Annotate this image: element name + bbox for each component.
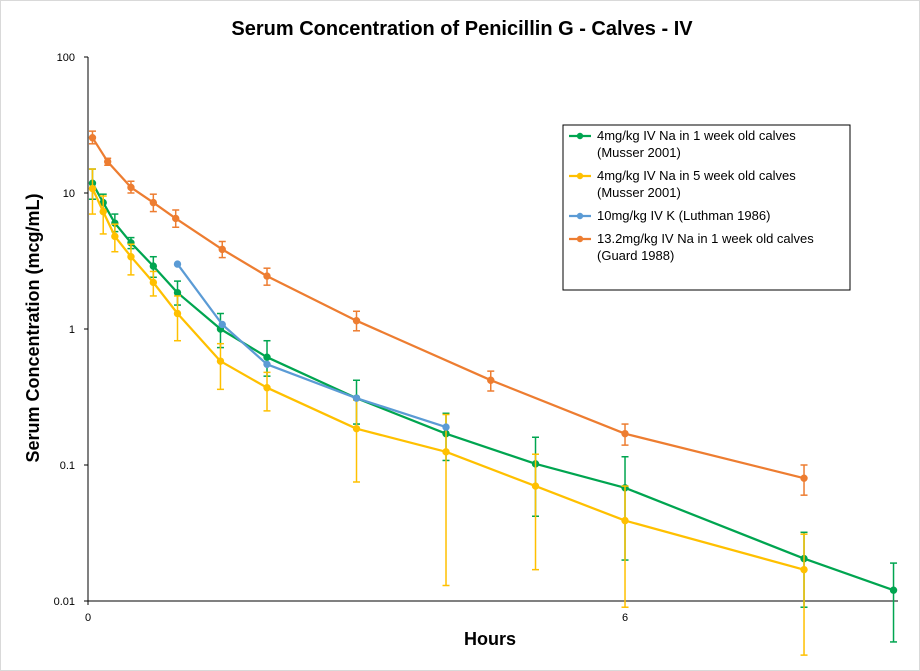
- data-point: [263, 272, 271, 280]
- data-point: [99, 207, 107, 216]
- y-tick-label: 0.01: [54, 596, 75, 608]
- data-point: [173, 309, 182, 318]
- y-tick-label: 100: [57, 52, 75, 64]
- legend-label: (Musser 2001): [597, 145, 681, 160]
- data-point: [127, 183, 135, 192]
- data-point: [889, 586, 898, 594]
- x-axis-title: Hours: [464, 629, 516, 649]
- y-tick-label: 10: [63, 188, 75, 200]
- series-4: [88, 130, 808, 496]
- data-point: [88, 184, 97, 193]
- legend-box: [562, 124, 851, 291]
- data-point: [487, 376, 495, 384]
- series-layer: [88, 130, 898, 656]
- legend-swatch-marker: [576, 172, 584, 180]
- legend-label: (Musser 2001): [597, 185, 681, 200]
- series-line: [176, 263, 447, 429]
- legend-label: 13.2mg/kg IV Na in 1 week old calves: [597, 231, 814, 246]
- data-point: [352, 317, 361, 325]
- series-3: [173, 260, 450, 431]
- data-point: [263, 384, 271, 392]
- data-point: [800, 474, 808, 482]
- chart-title: Serum Concentration of Penicillin G - Ca…: [231, 18, 693, 40]
- data-point: [263, 360, 271, 369]
- data-point: [127, 253, 135, 261]
- series-2: [88, 168, 808, 656]
- data-point: [88, 134, 97, 142]
- data-point: [442, 423, 450, 431]
- axes: 0.01 0.1 1 10 100 0 6: [54, 52, 898, 624]
- data-point: [173, 288, 182, 297]
- data-point: [103, 157, 112, 166]
- data-point: [149, 278, 158, 287]
- data-point: [263, 353, 271, 361]
- legend: 4mg/kg IV Na in 1 week old calves (Musser…: [562, 124, 851, 291]
- data-point: [218, 320, 226, 329]
- data-point: [800, 565, 808, 574]
- data-point: [621, 429, 629, 438]
- data-point: [172, 214, 180, 223]
- legend-label: 4mg/kg IV Na in 5 week old calves: [597, 168, 796, 183]
- data-point: [621, 516, 629, 525]
- y-axis-title: Serum Concentration (mcg/mL): [23, 193, 43, 462]
- y-tick-label: 1: [69, 324, 75, 336]
- data-point: [216, 357, 225, 365]
- x-tick-label: 6: [622, 612, 628, 624]
- data-point: [111, 232, 119, 241]
- legend-swatch-marker: [576, 132, 584, 140]
- data-point: [352, 424, 361, 433]
- data-point: [531, 482, 540, 490]
- legend-label: 10mg/kg IV K (Luthman 1986): [597, 208, 770, 223]
- legend-swatch-marker: [576, 212, 584, 220]
- x-tick-label: 0: [85, 612, 91, 624]
- legend-swatch-marker: [576, 235, 584, 243]
- data-point: [352, 394, 361, 402]
- data-point: [218, 245, 226, 254]
- legend-label: 4mg/kg IV Na in 1 week old calves: [597, 128, 796, 143]
- y-tick-label: 0.1: [60, 460, 75, 472]
- data-point: [149, 198, 158, 207]
- legend-label: (Guard 1988): [597, 248, 674, 263]
- data-point: [173, 260, 182, 268]
- data-point: [442, 448, 450, 456]
- data-point: [149, 262, 158, 270]
